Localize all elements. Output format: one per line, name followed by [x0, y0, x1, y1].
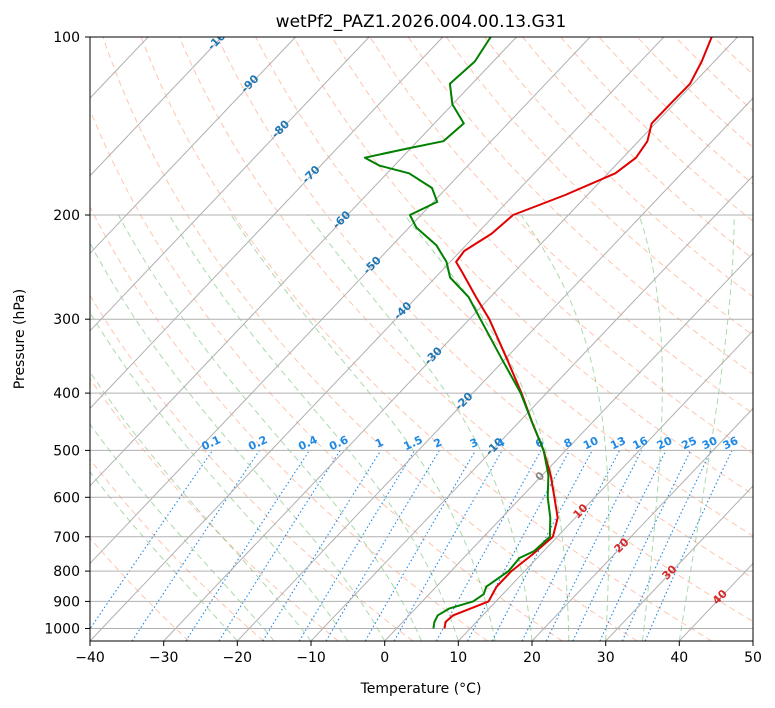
mixing-ratio-line [393, 450, 503, 641]
isotherm-line [236, 97, 753, 641]
x-tick-label: 20 [523, 650, 541, 666]
isotherm-line [90, 37, 296, 255]
isotherm-line [457, 330, 753, 641]
y-tick-label: 400 [53, 386, 80, 402]
mixing-ratio-label: 20 [655, 434, 675, 452]
isotherm-line [90, 37, 444, 410]
y-tick-label: 100 [53, 30, 80, 46]
mixing-ratio-label: 16 [631, 434, 651, 452]
x-tick-label: 0 [380, 650, 389, 666]
isotherm-line [163, 37, 738, 641]
moist-adiabat-line [90, 242, 386, 641]
y-axis-ticks: 100 200 300 400 500 600 700 800 900 1000 [44, 30, 90, 638]
x-tick-label: −30 [149, 650, 179, 666]
moist-adiabat-line [118, 214, 422, 641]
dewpoint-line [363, 37, 552, 629]
moist-adiabat-line [404, 214, 570, 641]
x-axis-ticks: −40 −30 −20 −10 0 10 20 30 40 50 [75, 641, 762, 666]
dry-adiabat-line [102, 37, 638, 641]
y-tick-label: 300 [53, 312, 80, 328]
y-tick-label: 200 [53, 208, 80, 224]
temperature-line [443, 37, 713, 629]
dry-adiabat-line [90, 458, 264, 641]
mixing-ratio-line [262, 450, 382, 641]
isotherm-line [90, 37, 223, 177]
x-axis-label: Temperature (°C) [360, 681, 482, 697]
y-axis-label: Pressure (hPa) [12, 289, 28, 389]
x-tick-label: −20 [223, 650, 253, 666]
dry-adiabat-line [445, 37, 753, 336]
isotherm-line [531, 407, 753, 641]
mixing-ratio-line [218, 450, 341, 641]
moist-adiabat-line [90, 311, 349, 641]
x-tick-label: 50 [744, 650, 762, 666]
dry-adiabat-line [90, 537, 190, 641]
y-tick-label: 500 [53, 443, 80, 459]
isotherm-line [90, 37, 591, 565]
moist-adiabat-line [230, 214, 496, 641]
chart-title: wetPf2_PAZ1.2026.004.00.13.G31 [276, 12, 567, 32]
dry-adiabat-line [90, 205, 488, 641]
y-tick-label: 1000 [44, 622, 80, 638]
mixing-ratio-label: 36 [721, 434, 741, 452]
x-tick-label: 10 [449, 650, 467, 666]
mixing-ratio-label: 13 [608, 434, 627, 452]
mixing-ratio-line [545, 450, 643, 641]
mixing-ratio-line [467, 450, 571, 641]
dry-adiabat-line [331, 37, 753, 455]
moist-adiabat-line [307, 214, 533, 641]
mixing-ratio-line [435, 450, 542, 641]
plot-frame [89, 36, 754, 642]
mixing-ratio-line [90, 450, 214, 630]
dry-adiabat-line [217, 37, 753, 579]
moist-adiabat-line [678, 215, 735, 641]
dry-adiabat-line [369, 37, 753, 415]
moist-adiabat-line [520, 214, 610, 641]
x-tick-label: 40 [670, 650, 688, 666]
isotherm-gridlines [90, 37, 753, 641]
x-tick-label: 30 [597, 650, 615, 666]
mixing-ratio-label: 10 [581, 434, 601, 452]
y-tick-label: 800 [53, 564, 80, 580]
y-tick-label: 600 [53, 490, 80, 506]
mixing-ratio-label: 25 [680, 434, 699, 452]
isotherm-line [90, 37, 517, 487]
y-tick-label: 900 [53, 594, 80, 610]
y-tick-label: 700 [53, 530, 80, 546]
moist-adiabat-line [638, 214, 663, 641]
moist-adiabats [90, 214, 735, 641]
mixing-ratio-line [185, 450, 310, 641]
x-tick-label: −10 [296, 650, 326, 666]
isotherm-line [90, 37, 665, 641]
sounding-series [363, 37, 713, 629]
mixing-ratio-line [521, 450, 621, 641]
dry-adiabat-line [407, 37, 753, 375]
mixing-ratio-line [298, 450, 416, 641]
dry-adiabat-line [90, 108, 563, 641]
isotherm-line [310, 175, 753, 641]
mixing-ratio-label: 30 [700, 434, 720, 452]
moist-adiabat-line [90, 471, 238, 641]
x-tick-label: −40 [75, 650, 105, 666]
dry-adiabat-line [140, 37, 712, 641]
isotherm-line [605, 485, 753, 641]
isotherm-line [90, 37, 370, 332]
isotherm-line [384, 252, 753, 641]
dry-adiabat-line [293, 37, 753, 496]
